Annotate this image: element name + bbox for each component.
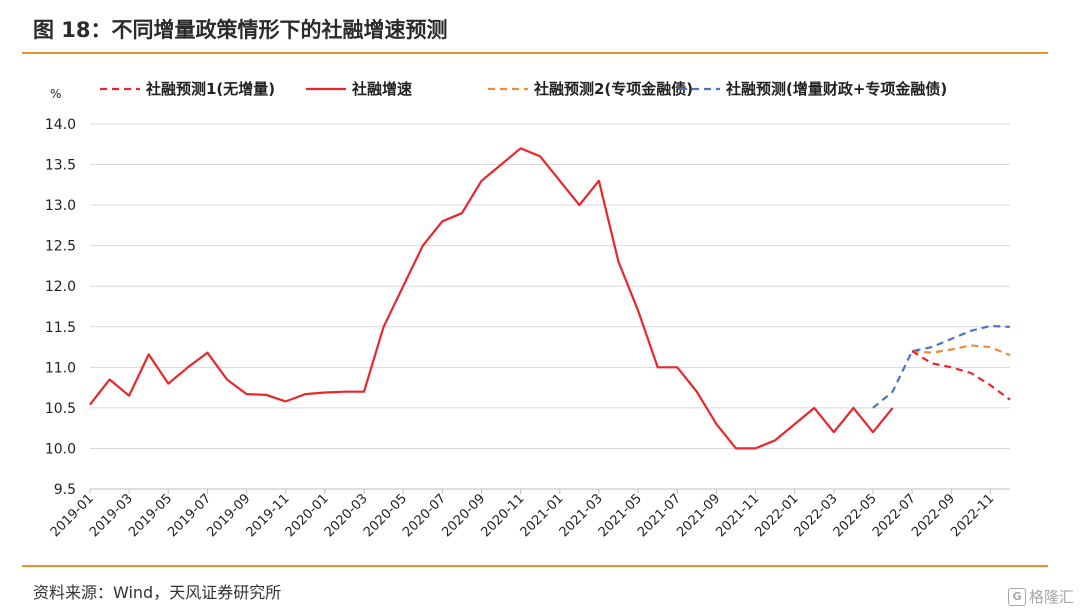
y-tick-label: 10.0: [45, 441, 76, 457]
x-axis-ticks: 2019-012019-032019-052019-072019-092019-…: [48, 489, 997, 540]
footer-divider: [22, 565, 1048, 567]
legend-label: 社融预测2(专项金融债): [533, 80, 693, 98]
title-divider: [22, 52, 1048, 54]
legend-label: 社融增速: [351, 80, 412, 98]
y-tick-label: 12.5: [45, 239, 76, 255]
series-line: [912, 344, 1011, 357]
legend-label: 社融预测1(无增量): [145, 80, 275, 98]
source-note: 资料来源：Wind，天风证券研究所: [33, 583, 282, 602]
y-tick-label: 13.5: [45, 158, 76, 174]
y-tick-label: 11.0: [45, 360, 76, 376]
y-axis-unit: %: [50, 87, 61, 101]
line-chart: 9.510.010.511.011.512.012.513.013.514.0 …: [45, 80, 1011, 540]
watermark: G 格隆汇: [1007, 586, 1074, 607]
series-lines: [89, 147, 1011, 450]
series-line: [911, 350, 1011, 401]
legend: 社融预测1(无增量) 社融增速 社融预测2(专项金融债) 社融预测(增量财政+专项金融…: [100, 80, 947, 98]
series-line: [89, 147, 894, 450]
y-tick-label: 12.0: [45, 279, 76, 295]
gridlines: [90, 123, 1010, 490]
watermark-text: 格隆汇: [1028, 588, 1074, 606]
x-tick-label: 2022-11: [948, 491, 997, 540]
y-tick-label: 10.5: [45, 401, 76, 417]
legend-label: 社融预测(增量财政+专项金融债): [725, 80, 947, 98]
y-tick-label: 9.5: [54, 482, 76, 498]
y-tick-label: 13.0: [45, 198, 76, 214]
y-axis-ticks: 9.5 10.0 10.5 11.0 11.5 12.0 12.5 13.0 13.5 14.0: [45, 117, 76, 498]
y-tick-label: 14.0: [45, 117, 76, 133]
series-line: [872, 324, 1011, 409]
chart-title: 图 18：不同增量政策情形下的社融增速预测: [33, 18, 448, 42]
y-tick-label: 11.5: [45, 320, 76, 336]
watermark-logo-icon: G: [1007, 587, 1026, 606]
